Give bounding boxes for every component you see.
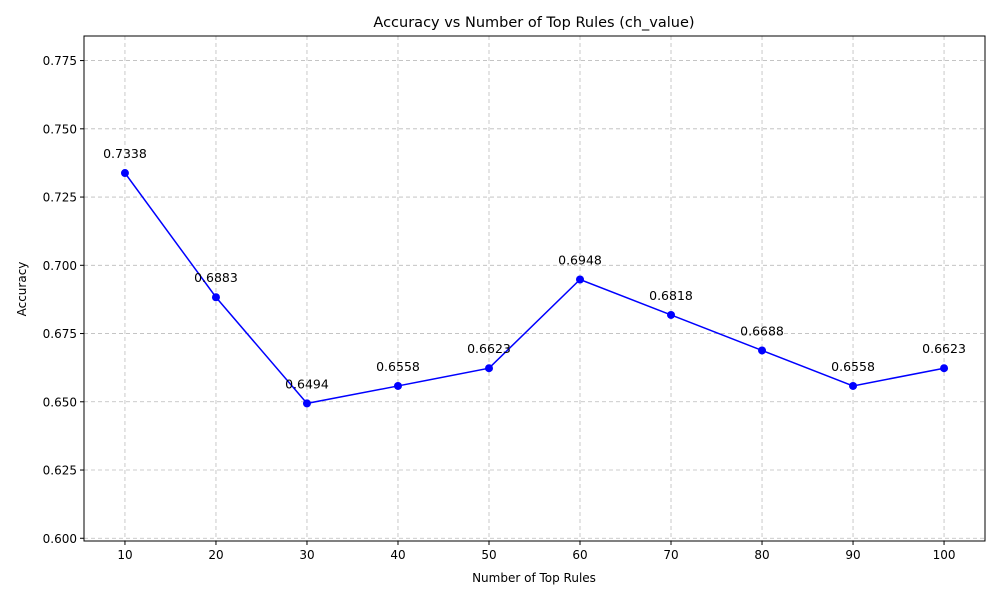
- x-tick-label: 80: [754, 548, 769, 562]
- y-tick-label: 0.675: [43, 327, 77, 341]
- grid-lines: [84, 36, 985, 541]
- y-tick-label: 0.650: [43, 395, 77, 409]
- x-tick-label: 20: [208, 548, 223, 562]
- data-point: [120, 169, 129, 178]
- axes-frame: [83, 35, 986, 542]
- y-tick-label: 0.625: [43, 464, 77, 478]
- y-tick-label: 0.775: [43, 54, 77, 68]
- x-axis-label: Number of Top Rules: [472, 571, 596, 585]
- x-tick-label: 40: [390, 548, 405, 562]
- data-label: 0.6688: [740, 323, 784, 338]
- data-label: 0.6623: [467, 341, 511, 356]
- x-tick-label: 30: [299, 548, 314, 562]
- data-labels: 0.7338 0.6883 0.6494 0.6558 0.6623 0.6948 0.68…: [103, 146, 966, 391]
- data-label: 0.6883: [194, 270, 238, 285]
- data-label: 0.6558: [831, 359, 875, 374]
- x-tick-label: 60: [572, 548, 587, 562]
- plot-frame: [83, 35, 986, 542]
- data-point: [849, 381, 858, 390]
- data-label: 0.6494: [285, 376, 329, 391]
- x-axis-ticks: 10 20 30 40 50 60 70 80 90 100: [117, 541, 955, 562]
- x-tick-label: 50: [481, 548, 496, 562]
- x-tick-label: 70: [663, 548, 678, 562]
- data-point: [576, 275, 585, 284]
- data-point: [758, 346, 767, 355]
- chart-title: Accuracy vs Number of Top Rules (ch_valu…: [373, 15, 694, 31]
- data-point: [484, 364, 493, 373]
- series-line: [124, 172, 945, 405]
- y-axis-ticks: 0.600 0.625 0.650 0.675 0.700 0.725 0.750 0.775: [43, 54, 84, 546]
- data-label: 0.7338: [103, 146, 147, 161]
- data-label: 0.6623: [922, 341, 966, 356]
- y-tick-label: 0.750: [43, 122, 77, 136]
- y-tick-label: 0.725: [43, 191, 77, 205]
- data-label: 0.6558: [376, 359, 420, 374]
- data-point: [302, 399, 311, 408]
- y-tick-label: 0.700: [43, 259, 77, 273]
- data-label: 0.6948: [558, 252, 602, 267]
- data-point: [940, 364, 949, 373]
- x-tick-label: 10: [117, 548, 132, 562]
- x-tick-label: 100: [933, 548, 956, 562]
- data-point: [393, 381, 402, 390]
- y-axis-label: Accuracy: [15, 262, 29, 317]
- data-point: [667, 310, 676, 319]
- y-tick-label: 0.600: [43, 532, 77, 546]
- data-point: [211, 293, 220, 302]
- x-tick-label: 90: [845, 548, 860, 562]
- data-label: 0.6818: [649, 288, 693, 303]
- accuracy-series: [120, 169, 949, 408]
